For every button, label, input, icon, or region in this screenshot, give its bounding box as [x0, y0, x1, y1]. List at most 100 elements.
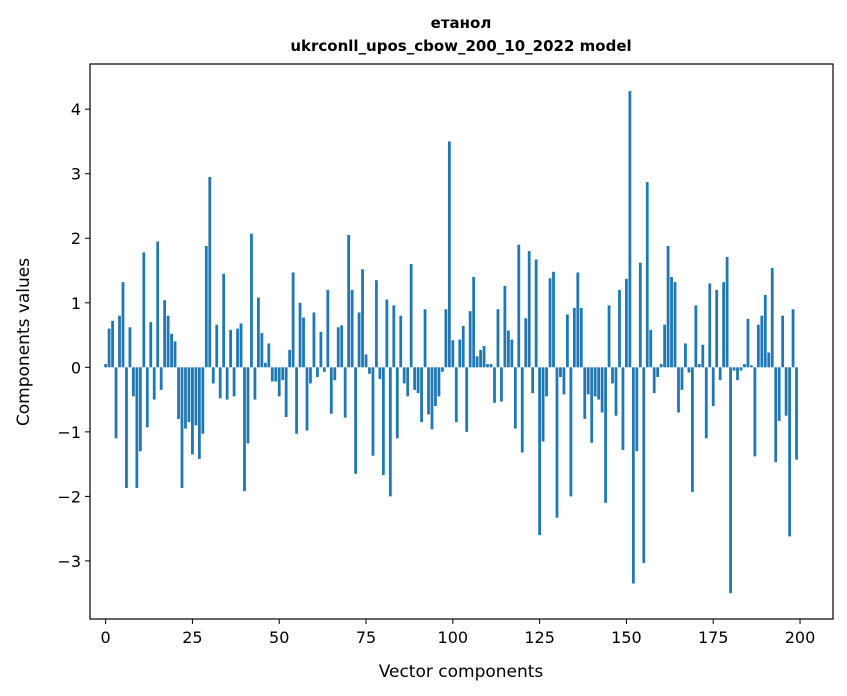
bar-58 [305, 367, 309, 431]
chart-title: етанол [431, 14, 492, 32]
bar-137 [579, 307, 583, 368]
bar-124 [534, 259, 538, 368]
bar-72 [354, 367, 357, 474]
bar-71 [350, 289, 354, 368]
bar-162 [666, 245, 670, 368]
x-tick-label-150: 150 [611, 628, 642, 647]
bar-113 [496, 309, 500, 368]
bar-197 [788, 367, 791, 537]
bar-138 [583, 367, 587, 419]
bar-36 [229, 329, 233, 368]
bar-1 [107, 328, 111, 368]
bar-2 [111, 320, 114, 368]
x-axis-label: Vector components [379, 662, 544, 682]
bar-171 [697, 364, 701, 368]
bar-6 [125, 367, 128, 488]
bar-79 [378, 367, 382, 379]
bar-59 [309, 367, 312, 384]
bar-123 [531, 367, 535, 394]
bar-191 [767, 352, 771, 368]
bar-76 [368, 367, 371, 374]
bar-170 [694, 305, 698, 368]
y-tick-label--2: −2 [57, 487, 81, 506]
bar-55 [295, 367, 298, 434]
bar-111 [489, 364, 493, 368]
bar-37 [232, 367, 236, 397]
bar-0 [104, 364, 108, 368]
bar-175 [711, 367, 715, 407]
bar-179 [725, 256, 729, 368]
bar-65 [329, 367, 333, 414]
bar-183 [739, 367, 743, 371]
bar-92 [423, 309, 427, 368]
x-tick-label-125: 125 [524, 628, 555, 647]
bar-198 [791, 309, 795, 368]
bar-152 [631, 367, 635, 584]
bar-16 [159, 367, 163, 390]
bar-187 [753, 367, 757, 457]
bar-42 [250, 233, 253, 368]
bar-99 [447, 141, 451, 368]
bar-147 [614, 367, 618, 416]
bar-74 [361, 269, 364, 368]
bar-33 [218, 367, 222, 399]
y-tick-label-0: 0 [71, 358, 81, 377]
bar-77 [371, 367, 375, 456]
bar-127 [545, 367, 548, 397]
bar-119 [517, 244, 521, 368]
bar-110 [486, 364, 489, 368]
bar-120 [520, 367, 524, 453]
bar-31 [211, 367, 215, 384]
bar-24 [187, 367, 191, 423]
bar-9 [135, 367, 139, 488]
bar-199 [795, 367, 798, 460]
bar-66 [333, 367, 337, 381]
y-axis-ticks: −3 −2 −1 0 1 2 3 4 [57, 100, 90, 571]
bar-32 [215, 324, 219, 368]
bar-14 [152, 367, 156, 400]
y-tick-label-1: 1 [71, 294, 81, 313]
bar-95 [434, 367, 437, 407]
bar-140 [590, 367, 594, 443]
bar-4 [118, 315, 121, 368]
bar-57 [302, 317, 305, 368]
bar-109 [482, 346, 486, 368]
bar-132 [562, 367, 566, 395]
bar-73 [357, 312, 361, 368]
bar-60 [312, 312, 316, 368]
bar-115 [503, 286, 507, 368]
bar-144 [604, 367, 607, 503]
bar-125 [538, 367, 542, 536]
bar-70 [347, 235, 351, 368]
bar-168 [687, 367, 691, 373]
bar-107 [475, 356, 479, 368]
bar-67 [336, 327, 340, 368]
bar-182 [736, 367, 739, 381]
bar-40 [243, 367, 246, 492]
bar-43 [253, 367, 257, 400]
bar-7 [128, 327, 132, 368]
bar-48 [270, 367, 274, 382]
bar-104 [465, 367, 469, 432]
x-tick-label-100: 100 [438, 628, 469, 647]
bar-69 [343, 367, 347, 418]
bar-91 [420, 367, 423, 423]
x-tick-label-75: 75 [356, 628, 376, 647]
chart-subtitle: ukrconll_upos_cbow_200_10_2022 model [290, 37, 631, 55]
bar-35 [225, 367, 229, 400]
y-tick-label-3: 3 [71, 165, 81, 184]
bar-165 [677, 367, 680, 413]
bar-173 [704, 367, 708, 439]
bar-56 [298, 302, 302, 368]
bar-89 [413, 367, 417, 390]
bar-93 [427, 367, 430, 415]
bar-134 [569, 367, 573, 497]
bar-155 [642, 367, 646, 563]
bar-181 [732, 367, 736, 371]
bar-80 [381, 367, 385, 476]
x-tick-label-0: 0 [101, 628, 111, 647]
bar-19 [170, 333, 173, 368]
bar-47 [267, 343, 271, 368]
bar-30 [208, 176, 212, 368]
bar-194 [777, 367, 781, 421]
